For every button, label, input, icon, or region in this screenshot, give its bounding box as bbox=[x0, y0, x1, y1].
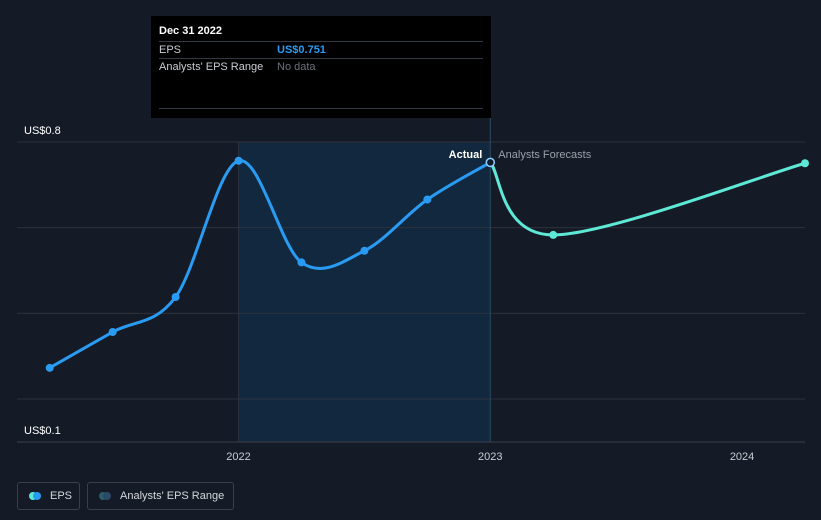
tooltip-range-row: Analysts' EPS Range No data bbox=[159, 58, 483, 76]
x-tick-label: 2023 bbox=[478, 451, 502, 463]
tooltip-eps-label: EPS bbox=[159, 44, 182, 56]
eps-actual-point bbox=[360, 246, 369, 255]
eps-forecast-point bbox=[801, 159, 809, 168]
legend-eps-label: EPS bbox=[50, 490, 73, 502]
x-tick-label: 2024 bbox=[730, 451, 754, 463]
y-tick-label: US$0.1 bbox=[24, 425, 61, 437]
tooltip-date: Dec 31 2022 bbox=[159, 25, 222, 37]
legend-eps-toggle[interactable]: EPS bbox=[17, 482, 80, 510]
range-legend-dot-b bbox=[103, 492, 111, 500]
x-tick-label: 2022 bbox=[226, 451, 250, 463]
tooltip-range-value: No data bbox=[277, 61, 316, 73]
eps-actual-line bbox=[48, 159, 492, 370]
legend-range-label: Analysts' EPS Range bbox=[120, 490, 225, 502]
eps-actual-point bbox=[423, 195, 432, 204]
eps-actual-point bbox=[485, 157, 496, 168]
eps-actual-point bbox=[108, 328, 117, 336]
eps-actual-point bbox=[171, 293, 180, 301]
past-year-highlight-band bbox=[238, 142, 491, 442]
forecast-label: Analysts Forecasts bbox=[498, 149, 591, 161]
eps-actual-point bbox=[234, 156, 243, 165]
eps-actual-point bbox=[297, 258, 306, 267]
tooltip-eps-row: EPS US$0.751 bbox=[159, 41, 483, 59]
eps-forecast-line bbox=[488, 160, 807, 237]
eps-legend-dot-actual bbox=[33, 492, 41, 500]
tooltip-range-label: Analysts' EPS Range bbox=[159, 61, 264, 73]
actual-label: Actual bbox=[449, 149, 483, 161]
eps-forecast-point bbox=[549, 230, 558, 239]
y-tick-label: US$0.8 bbox=[24, 125, 61, 137]
tooltip: Dec 31 2022 EPS US$0.751 Analysts' EPS R… bbox=[151, 16, 491, 118]
legend-range-toggle[interactable]: Analysts' EPS Range bbox=[87, 482, 234, 510]
tooltip-eps-value: US$0.751 bbox=[277, 44, 326, 56]
eps-actual-point bbox=[45, 363, 54, 372]
tooltip-divider bbox=[159, 108, 483, 109]
